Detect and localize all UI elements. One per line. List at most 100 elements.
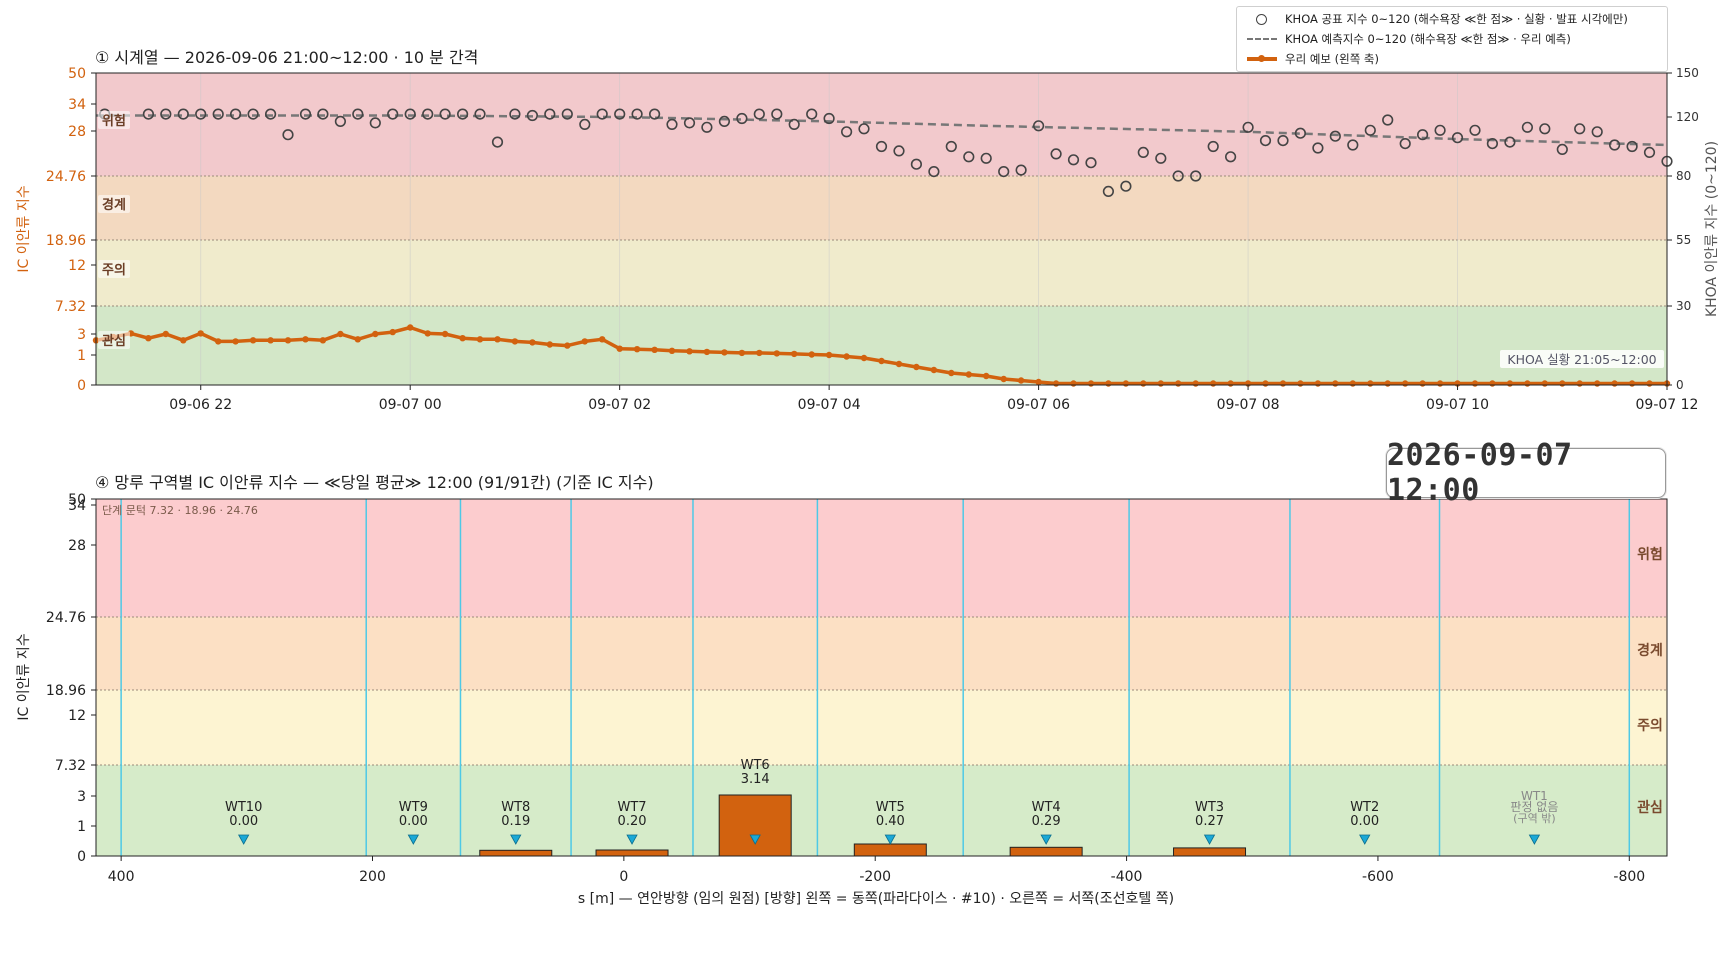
khoa-observed-point xyxy=(1224,151,1237,163)
khoa-observed-point xyxy=(648,108,661,120)
khoa-observed-point xyxy=(1032,120,1045,132)
legend-item-khoa-forecast: KHOA 예측지수 0~120 (해수욕장 ≪한 점≫ · 우리 예측) xyxy=(1245,30,1571,48)
band-danger xyxy=(96,73,1667,176)
our-forecast-point xyxy=(1541,380,1549,387)
zone-value-label: 0.40 xyxy=(876,814,905,829)
our-forecast-point xyxy=(1070,380,1077,387)
zone-value-label: 0.00 xyxy=(229,814,258,829)
bottom-band-labels: 관심 주의 경계 위험 xyxy=(1637,546,1663,816)
khoa-observed-point xyxy=(212,108,224,120)
our-forecast-point xyxy=(1524,380,1531,387)
khoa-observed-point xyxy=(1416,129,1429,141)
our-forecast-point xyxy=(476,336,484,343)
bottom-title: ④ 망루 구역별 IC 이안류 지수 — ≪당일 평균≫ 12:00 (91/9… xyxy=(95,473,654,492)
top-plot-frame xyxy=(95,72,1668,386)
our-forecast-point xyxy=(232,338,239,345)
our-forecast-point xyxy=(616,345,623,352)
top-axes: 0 1 3 7.32 12 18.96 24.76 28 34 50 0 30 55 80 120 150 09… xyxy=(46,66,1699,413)
khoa-observed-point xyxy=(247,108,259,120)
khoa-observed-point xyxy=(1643,146,1656,158)
our-forecast-point xyxy=(860,354,868,362)
our-forecast-point xyxy=(651,346,658,353)
khoa-observed-point xyxy=(1574,123,1586,135)
khoa-observed-point xyxy=(788,118,800,130)
zone-value-label: 3.14 xyxy=(741,772,770,787)
khoa-observed-point xyxy=(404,108,416,120)
zone-value-label: 0.20 xyxy=(618,814,647,829)
khoa-observed-point xyxy=(579,118,591,130)
our-forecast-point xyxy=(1087,380,1095,387)
our-forecast-point xyxy=(1559,380,1566,387)
khoa-observed-point xyxy=(282,129,294,141)
x-tick-label: -600 xyxy=(1362,869,1394,885)
zone-dividers xyxy=(120,499,1631,856)
left-tick-label: 7.32 xyxy=(55,299,86,315)
khoa-observed-point xyxy=(806,108,818,120)
khoa-observed-point xyxy=(142,108,154,120)
legend: KHOA 공표 지수 0~120 (해수욕장 ≪한 점≫ · 실황 · 발표 시… xyxy=(1236,6,1668,72)
khoa-observed-point xyxy=(1608,139,1621,151)
our-forecast-point xyxy=(1646,380,1653,387)
khoa-observed-point xyxy=(177,108,189,120)
khoa-observed-point xyxy=(718,115,731,127)
khoa-observed-point xyxy=(422,108,434,120)
khoa-observed-point xyxy=(753,108,765,120)
our-forecast-point xyxy=(703,348,711,356)
zone-name-label: WT1 xyxy=(1521,789,1548,803)
x-tick-label: 09-07 00 xyxy=(379,397,442,413)
our-forecast-point xyxy=(407,324,414,331)
top-risk-bands xyxy=(96,73,1667,385)
khoa-observed-point xyxy=(457,108,469,120)
x-tick-label: -800 xyxy=(1613,869,1645,885)
x-tick-label: 09-07 08 xyxy=(1217,397,1280,413)
khoa-observed-point xyxy=(1015,164,1027,176)
zone-name-label: WT5 xyxy=(876,800,905,815)
zone-name-label: WT4 xyxy=(1032,800,1061,815)
khoa-observed-point xyxy=(840,126,853,138)
left-tick-label: 28 xyxy=(68,124,86,140)
zone-bar-panel: ④ 망루 구역별 IC 이안류 지수 — ≪당일 평균≫ 12:00 (91/9… xyxy=(16,473,1668,907)
zone-bar xyxy=(479,849,553,857)
bottom-xlabel: s [m] — 연안방향 (임의 원점) [방향] 왼쪽 = 동쪽(파라다이스 … xyxy=(578,891,1174,907)
band-label-bg xyxy=(98,331,130,349)
our-forecast-point xyxy=(581,338,588,345)
khoa-observed-point xyxy=(160,108,172,120)
our-forecast-point xyxy=(302,336,309,343)
khoa-observed-point xyxy=(509,108,521,120)
our-forecast-point xyxy=(145,335,152,342)
khoa-observed-point xyxy=(369,117,381,129)
band-danger xyxy=(96,499,1667,617)
khoa-observed-point xyxy=(683,117,696,129)
our-forecast-point xyxy=(633,346,641,353)
our-forecast-point xyxy=(372,330,379,338)
our-forecast-point xyxy=(668,347,676,354)
top-title: ① 시계열 — 2026-09-06 21:00~12:00 · 10 분 간격 xyxy=(95,48,478,67)
left-tick-label: 18.96 xyxy=(46,683,86,699)
khoa-observed-point xyxy=(352,108,364,120)
our-forecast-point xyxy=(529,339,536,346)
our-forecast-point xyxy=(1017,377,1025,384)
legend-label-our-forecast: 우리 예보 (왼쪽 축) xyxy=(1285,52,1379,66)
left-tick-label: 0 xyxy=(77,378,86,394)
our-forecast-point xyxy=(791,350,798,358)
khoa-observed-point xyxy=(1155,152,1167,164)
our-forecast-point xyxy=(1594,380,1601,387)
khoa-observed-point xyxy=(1207,140,1219,153)
zone-value-label: 0.00 xyxy=(1350,814,1379,829)
khoa-observed-point xyxy=(299,108,312,120)
left-tick-label: 34 xyxy=(68,498,86,514)
zone-bar xyxy=(1009,846,1083,857)
khoa-observed-point xyxy=(1102,185,1114,197)
left-tick-label: 7.32 xyxy=(55,758,86,774)
our-forecast-point xyxy=(1122,380,1130,387)
top-left-ylabel: IC 이안류 지수 xyxy=(16,185,32,272)
our-forecast-point xyxy=(546,341,553,348)
our-forecast-point xyxy=(1576,380,1583,387)
dashed-line-icon xyxy=(1245,32,1279,46)
khoa-observed-point xyxy=(771,108,783,120)
our-forecast-point xyxy=(162,330,169,338)
our-forecast-point xyxy=(948,369,955,377)
our-forecast-point xyxy=(511,338,519,345)
bottom-plot-frame xyxy=(95,498,1668,857)
